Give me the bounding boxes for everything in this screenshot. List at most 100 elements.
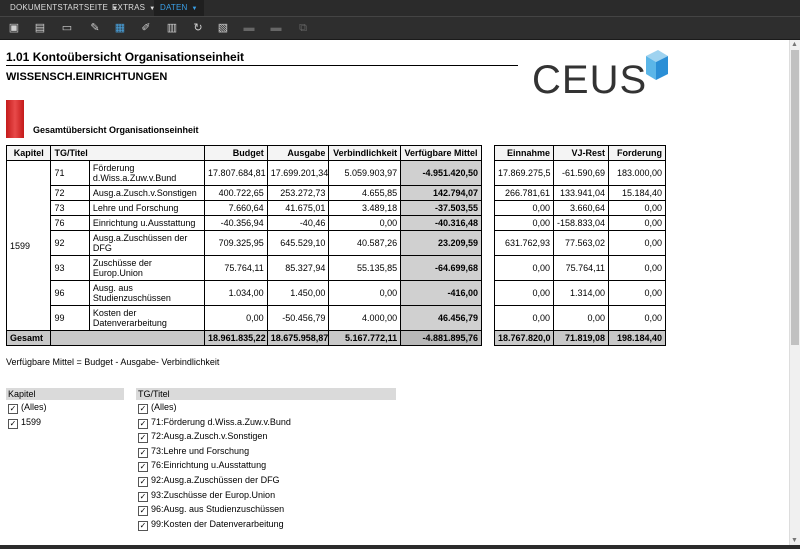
verbindlichkeit-cell: 0,00 xyxy=(328,215,402,231)
present-icon[interactable]: ▭ xyxy=(61,22,73,34)
menu-bar: DOKUMENTSTARTSEITE ▼ EXTRAS ▼ DATEN ▼ xyxy=(0,0,800,17)
einnahme-cell: 631.762,93 xyxy=(494,230,554,256)
total-vj-rest: 71.819,08 xyxy=(553,330,609,346)
titel-cell: Zuschüsse der Europ.Union xyxy=(88,255,206,281)
logo-text: CEUS xyxy=(532,58,648,102)
tg-cell: 92 xyxy=(50,230,90,256)
filter-option-label: (Alles) xyxy=(151,402,177,412)
tg-cell: 76 xyxy=(50,215,90,231)
checkbox-checked-icon[interactable]: ✓ xyxy=(138,447,148,458)
filter-option[interactable]: ✓ 73:Lehre und Forschung xyxy=(136,444,396,459)
vj-rest-cell: 75.764,11 xyxy=(553,255,609,281)
budget-cell: 17.807.684,81 xyxy=(204,160,268,186)
tg-cell: 71 xyxy=(50,160,90,186)
budget-cell: 709.325,95 xyxy=(204,230,268,256)
vj-rest-cell: -158.833,04 xyxy=(553,215,609,231)
filter-option[interactable]: ✓ 71:Förderung d.Wiss.a.Zuw.v.Bund xyxy=(136,415,396,430)
checkbox-checked-icon[interactable]: ✓ xyxy=(138,462,148,473)
formula-icon[interactable]: ▥ xyxy=(166,22,178,34)
checkbox-checked-icon[interactable]: ✓ xyxy=(8,418,18,429)
filter-option[interactable]: ✓ 92:Ausg.a.Zuschüssen der DFG xyxy=(136,473,396,488)
filter-option-label: 96:Ausg. aus Studienzuschüssen xyxy=(151,504,285,515)
data-icon[interactable]: ▦ xyxy=(114,22,126,34)
tg-cell: 96 xyxy=(50,280,90,306)
filter-option-label: 99:Kosten der Datenverarbeitung xyxy=(151,518,284,529)
total-ausgabe: 18.675.958,87 xyxy=(266,330,330,346)
budget-cell: 1.034,00 xyxy=(204,280,268,306)
ausgabe-cell: 645.529,10 xyxy=(266,230,330,256)
table-row: 0,00 3.660,64 0,00 xyxy=(494,200,666,216)
verfuegbare-mittel-cell: -416,00 xyxy=(400,280,482,306)
table-row: 0,00 0,00 0,00 xyxy=(494,305,666,331)
budget-cell: 7.660,64 xyxy=(204,200,268,216)
budget-cell: 400.722,65 xyxy=(204,185,268,201)
filter-option[interactable]: ✓ 72:Ausg.a.Zusch.v.Sonstigen xyxy=(136,429,396,444)
checkbox-checked-icon[interactable]: ✓ xyxy=(138,404,148,414)
link-icon[interactable]: ⧉ xyxy=(299,22,307,34)
ceus-logo: CEUS xyxy=(532,48,672,108)
edit-query-icon[interactable]: ✐ xyxy=(141,22,151,34)
checkbox-checked-icon[interactable]: ✓ xyxy=(138,476,148,487)
titel-cell: Kosten der Datenverarbeitung xyxy=(88,305,206,331)
einnahme-cell: 0,00 xyxy=(494,215,554,231)
scrollbar-thumb[interactable] xyxy=(791,50,799,345)
menu-extras[interactable]: EXTRAS ▼ xyxy=(106,0,161,16)
filter-tg-titel: TG/Titel ✓ (Alles) ✓ 71:Förderung d.Wiss.a.… xyxy=(136,388,396,531)
forderung-cell: 0,00 xyxy=(608,305,666,331)
forderung-cell: 0,00 xyxy=(608,255,666,281)
checkbox-checked-icon[interactable]: ✓ xyxy=(138,491,148,502)
filter-option[interactable]: ✓ 96:Ausg. aus Studienzuschüssen xyxy=(136,502,396,517)
forderung-cell: 15.184,40 xyxy=(608,185,666,201)
print-icon[interactable]: ▤ xyxy=(34,22,46,34)
vj-rest-cell: 0,00 xyxy=(553,305,609,331)
ausgabe-cell: 253.272,73 xyxy=(266,185,330,201)
filter-option-label: 71:Förderung d.Wiss.a.Zuw.v.Bund xyxy=(151,416,291,427)
table-row: 0,00 -158.833,04 0,00 xyxy=(494,215,666,231)
calculator-icon[interactable]: ▧ xyxy=(217,22,229,34)
forderung-cell: 183.000,00 xyxy=(608,160,666,186)
filter-option-label: 76:Einrichtung u.Ausstattung xyxy=(151,460,267,471)
titel-cell: Ausg.a.Zusch.v.Sonstigen xyxy=(88,185,206,201)
col-header-forderung: Forderung xyxy=(608,145,666,161)
scroll-up-icon[interactable]: ▲ xyxy=(791,41,798,48)
filter-option[interactable]: ✓ 93:Zuschüsse der Europ.Union xyxy=(136,488,396,503)
filter-header: TG/Titel xyxy=(136,388,396,400)
titel-cell: Ausg.a.Zuschüssen der DFG xyxy=(88,230,206,256)
filter-option[interactable]: ✓ 1599 xyxy=(6,415,124,430)
filter-option[interactable]: ✓ (Alles) xyxy=(6,400,124,415)
checkbox-checked-icon[interactable]: ✓ xyxy=(138,506,148,517)
total-spacer xyxy=(50,330,206,346)
verbindlichkeit-cell: 3.489,18 xyxy=(328,200,402,216)
forderung-cell: 0,00 xyxy=(608,215,666,231)
checkbox-checked-icon[interactable]: ✓ xyxy=(138,520,148,531)
remove-icon[interactable]: ▬ xyxy=(270,22,282,34)
table-row: 72 Ausg.a.Zusch.v.Sonstigen 400.722,65 253.… xyxy=(7,185,482,201)
total-row: Gesamt 18.961.835,22 18.675.958,87 5.167… xyxy=(5,330,482,346)
refresh-icon[interactable]: ↻ xyxy=(193,22,203,34)
budget-cell: 75.764,11 xyxy=(204,255,268,281)
menu-daten[interactable]: DATEN ▼ xyxy=(154,0,204,16)
chevron-down-icon: ▼ xyxy=(149,6,156,12)
menu-label: DOKUMENTSTARTSEITE xyxy=(10,3,108,12)
col-header-kapitel: Kapitel xyxy=(5,145,52,161)
save-icon[interactable]: ▣ xyxy=(8,22,20,34)
filter-option[interactable]: ✓ 99:Kosten der Datenverarbeitung xyxy=(136,517,396,532)
edit-icon[interactable]: ✎ xyxy=(90,22,100,34)
verbindlichkeit-cell: 40.587,26 xyxy=(328,230,402,256)
checkbox-checked-icon[interactable]: ✓ xyxy=(8,404,18,414)
col-header-ausgabe: Ausgabe xyxy=(266,145,330,161)
menu-dokumentstartseite[interactable]: DOKUMENTSTARTSEITE ▼ xyxy=(4,0,124,16)
filter-option[interactable]: ✓ 76:Einrichtung u.Ausstattung xyxy=(136,458,396,473)
einnahme-cell: 0,00 xyxy=(494,280,554,306)
checkbox-checked-icon[interactable]: ✓ xyxy=(138,418,148,429)
insert-icon[interactable]: ▬ xyxy=(243,22,255,34)
table-row: 96 Ausg. aus Studienzuschüssen 1.034,00 1.4… xyxy=(7,280,482,306)
einnahme-cell: 0,00 xyxy=(494,305,554,331)
filter-option[interactable]: ✓ (Alles) xyxy=(136,400,396,415)
scroll-down-icon[interactable]: ▼ xyxy=(791,537,798,544)
chevron-down-icon: ▼ xyxy=(191,6,198,12)
checkbox-checked-icon[interactable]: ✓ xyxy=(138,433,148,444)
tg-cell: 73 xyxy=(50,200,90,216)
total-einnahme: 18.767.820,0 xyxy=(494,330,554,346)
total-forderung: 198.184,40 xyxy=(608,330,666,346)
